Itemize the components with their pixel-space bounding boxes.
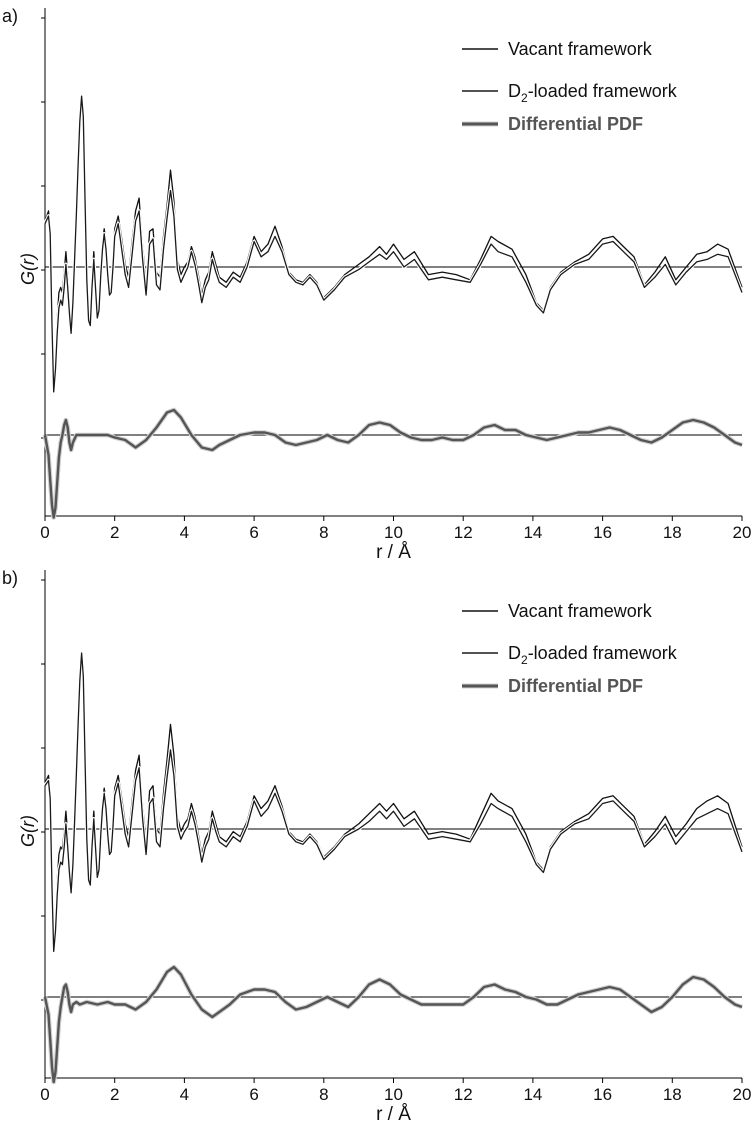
x-tick-label: 4 <box>180 1085 189 1104</box>
x-tick-label: 0 <box>40 1085 49 1104</box>
x-tick-label: 18 <box>663 1085 682 1104</box>
panel-b: 0 2 4 6 8 10 12 14 16 18 20 Vacant framework D2-load… <box>0 562 755 1125</box>
x-axis-label: r / Å <box>376 542 411 563</box>
y-axis-label: G(r) <box>18 815 38 847</box>
panel-label: a) <box>2 6 18 26</box>
legend-label-vacant: Vacant framework <box>508 39 653 59</box>
x-tick-label: 12 <box>454 1085 473 1104</box>
x-tick-label: 10 <box>384 1085 403 1104</box>
legend-label-differential: Differential PDF <box>508 114 643 134</box>
x-tick-label: 2 <box>110 523 119 542</box>
legend-label-d2-loaded: D2-loaded framework <box>508 81 678 105</box>
x-tick-label: 20 <box>733 523 752 542</box>
x-tick-label: 20 <box>733 1085 752 1104</box>
series-d2-loaded <box>44 652 743 953</box>
legend-label-d2-sub: 2 <box>521 653 528 667</box>
series-d2-loaded-halo <box>43 651 744 954</box>
series-differential <box>43 408 743 519</box>
x-tick-label: 8 <box>319 523 328 542</box>
legend-label-d2-sub: 2 <box>521 91 528 105</box>
x-tick-label: 0 <box>40 523 49 542</box>
x-tick-label: 8 <box>319 1085 328 1104</box>
legend-label-vacant: Vacant framework <box>508 601 653 621</box>
legend-label-d2-part: D <box>508 81 521 101</box>
legend-label-d2-loaded: D2-loaded framework <box>508 643 678 667</box>
x-tick-label: 10 <box>384 523 403 542</box>
legend: Vacant framework D2-loaded framework Diffe… <box>462 601 678 696</box>
legend-label-differential: Differential PDF <box>508 676 643 696</box>
series-d2-loaded <box>44 95 743 393</box>
x-tick-label: 6 <box>249 1085 258 1104</box>
x-tick-label: 18 <box>663 523 682 542</box>
panel-a: 0 2 4 6 8 10 12 14 16 18 20 Vacant framework D2-load… <box>0 0 755 563</box>
y-axis-label: G(r) <box>18 253 38 285</box>
series-differential <box>43 965 743 1084</box>
x-tick-label: 16 <box>593 1085 612 1104</box>
legend-label-d2-rest: -loaded framework <box>528 81 678 101</box>
legend-label-d2-rest: -loaded framework <box>528 643 678 663</box>
legend: Vacant framework D2-loaded framework Diffe… <box>462 39 678 134</box>
x-tick-label: 6 <box>249 523 258 542</box>
x-tick-label: 2 <box>110 1085 119 1104</box>
legend-label-d2-part: D <box>508 643 521 663</box>
x-tick-label: 16 <box>593 523 612 542</box>
x-tick-label: 14 <box>523 523 542 542</box>
series-vacant <box>44 98 743 383</box>
x-axis-label: r / Å <box>376 1104 411 1125</box>
panel-label: b) <box>2 568 18 588</box>
series-vacant <box>44 654 743 942</box>
x-tick-label: 12 <box>454 523 473 542</box>
series-differential-halo <box>42 964 743 1085</box>
x-tick-label: 4 <box>180 523 189 542</box>
x-tick-label: 14 <box>523 1085 542 1104</box>
